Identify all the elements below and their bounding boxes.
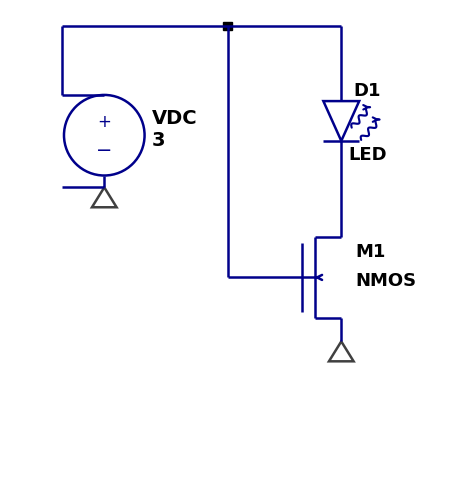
Text: −: − bbox=[96, 141, 112, 160]
Bar bbox=[224, 23, 231, 31]
Text: M1: M1 bbox=[356, 243, 386, 261]
Text: LED: LED bbox=[348, 145, 387, 163]
Text: NMOS: NMOS bbox=[356, 271, 417, 289]
Text: VDC
3: VDC 3 bbox=[152, 108, 197, 149]
Text: D1: D1 bbox=[353, 82, 381, 99]
Text: +: + bbox=[97, 113, 111, 131]
